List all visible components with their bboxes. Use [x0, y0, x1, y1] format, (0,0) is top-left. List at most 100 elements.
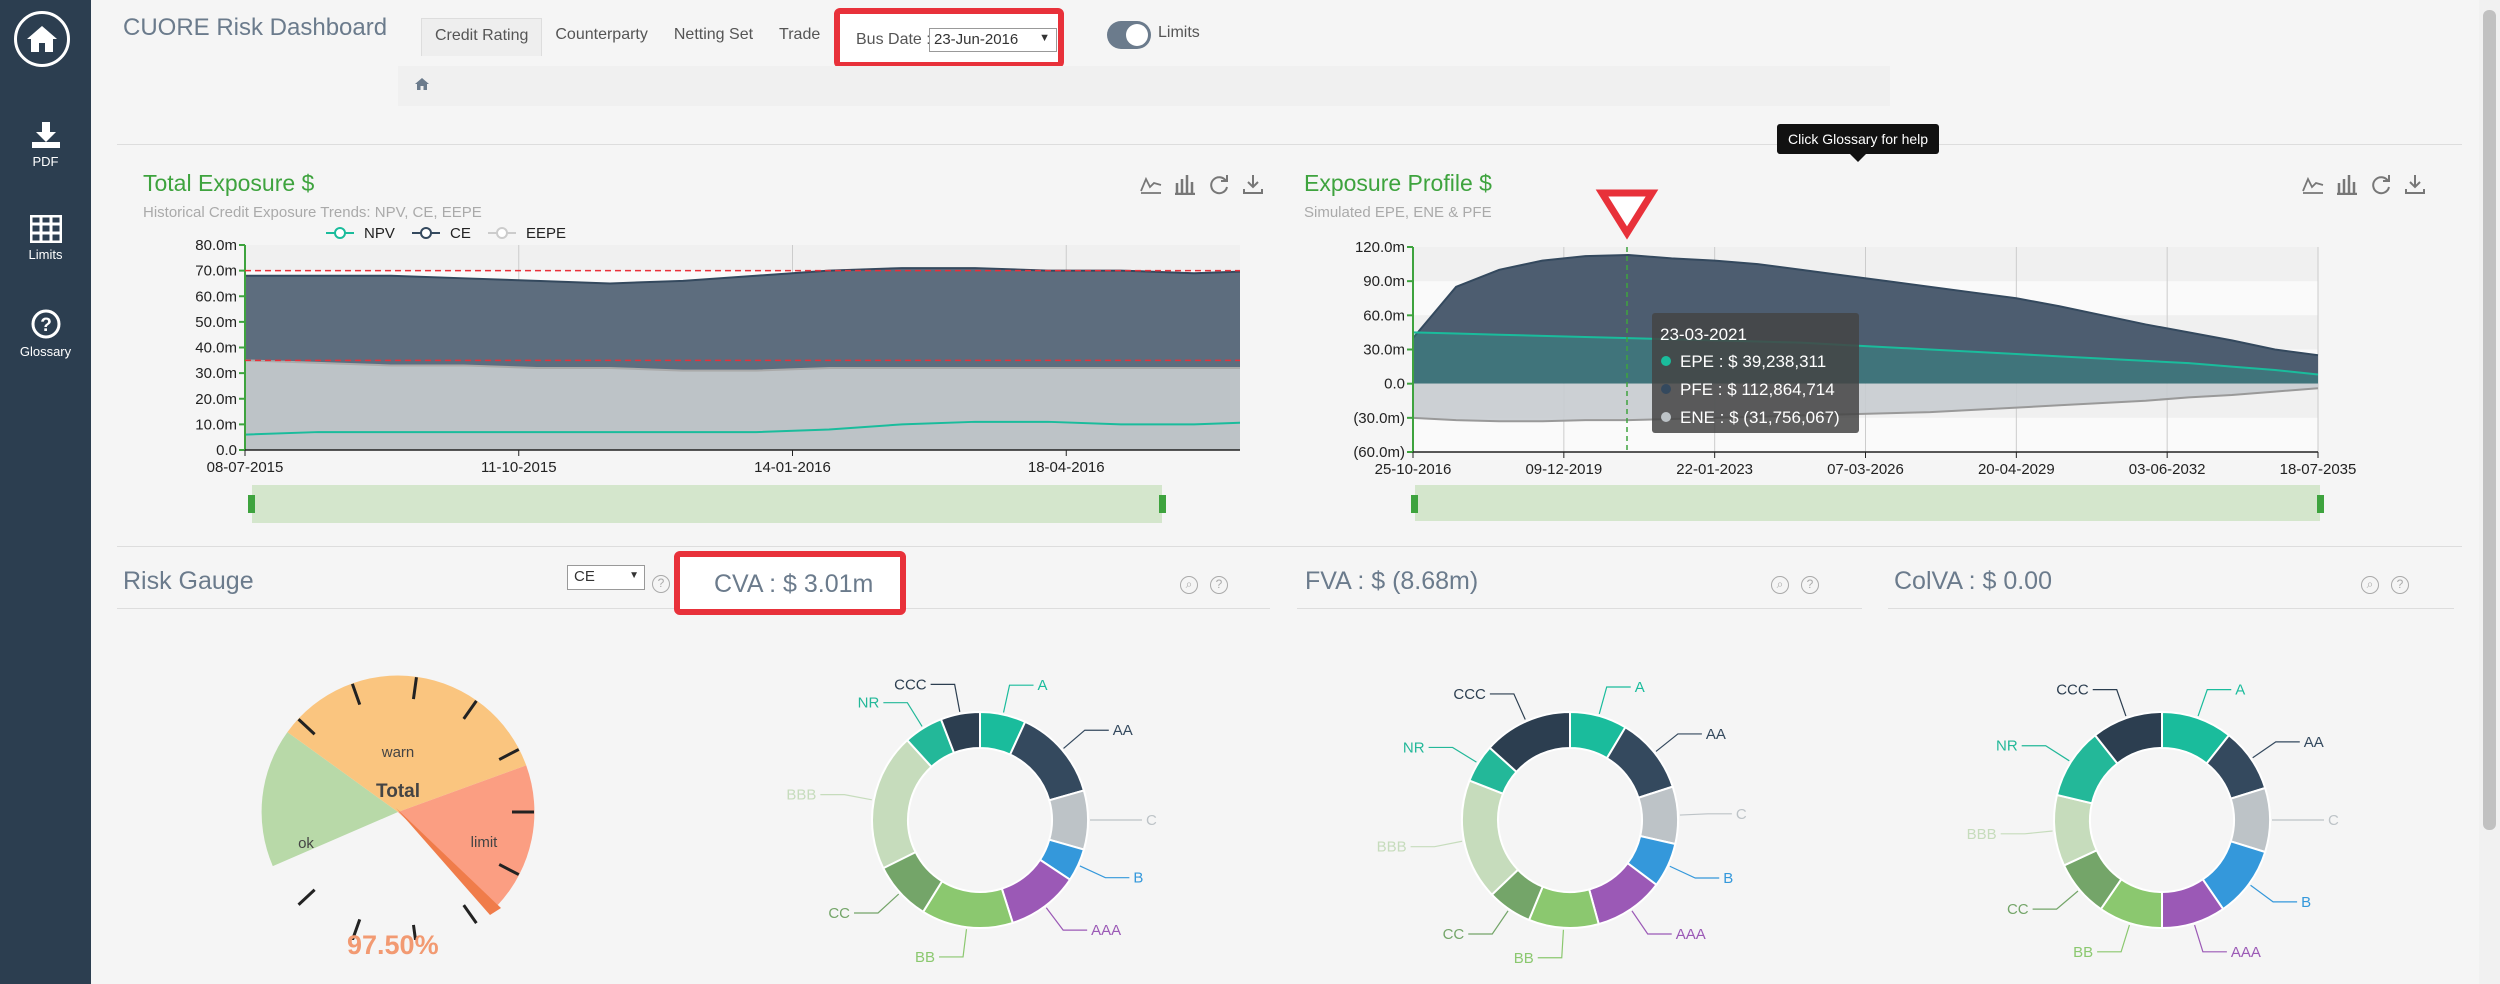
donut-label-c: C — [2328, 812, 2339, 829]
series-line-epe — [1412, 331, 2319, 376]
tab-netting-set[interactable]: Netting Set — [673, 26, 754, 43]
line-chart-icon[interactable] — [2302, 173, 2324, 195]
navigator-handle-left[interactable] — [1411, 495, 1418, 513]
refresh-icon[interactable] — [2370, 173, 2392, 195]
download-icon[interactable] — [1242, 173, 1264, 195]
series-area-ene — [1413, 383, 2318, 422]
toggle-knob — [1126, 24, 1148, 46]
donut-label-aaa: AAA — [2231, 944, 2261, 961]
legend-item-ce[interactable]: CE — [412, 225, 471, 242]
range-navigator[interactable] — [252, 485, 1162, 523]
x-tick-label: 22-01-2023 — [1676, 461, 1753, 478]
donut-leader-line — [1063, 729, 1109, 749]
bar-chart-icon[interactable] — [1174, 173, 1196, 196]
x-tick-label: 20-04-2029 — [1978, 461, 2055, 478]
donut-leader-line — [1679, 813, 1732, 816]
donut-slice-c[interactable] — [1637, 785, 1679, 846]
gauge-measure-select[interactable]: CE ▼ — [567, 565, 645, 590]
page-title: CUORE Risk Dashboard — [123, 14, 388, 41]
legend-item-eepe[interactable]: EEPE — [488, 225, 566, 242]
donut-slice-bbb[interactable] — [871, 738, 933, 870]
y-tick-label: 10.0m — [195, 416, 237, 433]
donut-leader-line — [2194, 924, 2227, 953]
donut-slice-ccc[interactable] — [2093, 710, 2163, 765]
zoom-icon[interactable]: ⌕ — [2361, 576, 2379, 594]
donut-slice-bbb[interactable] — [1461, 779, 1520, 897]
line-chart-icon[interactable] — [1140, 173, 1162, 195]
donut-leader-line — [1079, 865, 1130, 879]
tooltip-dot — [1661, 384, 1671, 394]
donut-leader-line — [2092, 689, 2127, 717]
refresh-icon[interactable] — [1208, 173, 1230, 195]
bus-date-label: Bus Date : — [856, 31, 931, 48]
donut-leader-line — [930, 683, 961, 712]
x-tick-label: 14-01-2016 — [754, 459, 831, 476]
donut-label-bb: BB — [2073, 944, 2093, 961]
breadcrumb-home-icon[interactable] — [414, 77, 430, 96]
donut-leader-line — [1655, 733, 1702, 752]
risk-gauge-title: Risk Gauge — [123, 567, 254, 595]
bar-chart-icon[interactable] — [2336, 173, 2358, 196]
donut-leader-line — [1598, 686, 1631, 715]
table-icon — [29, 215, 62, 243]
donut-leader-line — [1468, 910, 1509, 935]
y-tick-label: (60.0m) — [1353, 444, 1405, 461]
donut-leader-line — [939, 929, 968, 958]
legend-item-npv[interactable]: NPV — [326, 225, 395, 242]
legend-label-ce: CE — [450, 225, 471, 242]
donut-label-a: A — [2235, 682, 2245, 699]
chevron-down-icon: ▼ — [1039, 32, 1050, 44]
x-tick-label: 25-10-2016 — [1375, 461, 1452, 478]
sidebar-item-pdf[interactable]: PDF — [0, 120, 91, 169]
page-scrollbar[interactable] — [2479, 0, 2500, 984]
y-tick-label: 40.0m — [195, 340, 237, 357]
donut-slice-ccc[interactable] — [939, 710, 981, 755]
exposure-profile-tools — [2302, 173, 2426, 196]
divider — [1297, 608, 1862, 609]
y-tick-label: 0.0 — [1384, 376, 1405, 393]
help-icon[interactable]: ? — [1801, 576, 1819, 594]
y-tick-label: 20.0m — [195, 391, 237, 408]
navigator-handle-right[interactable] — [1159, 495, 1166, 513]
donut-slice-ccc[interactable] — [1488, 710, 1571, 774]
x-tick-label: 03-06-2032 — [2129, 461, 2206, 478]
help-icon[interactable]: ? — [2391, 576, 2409, 594]
x-tick-label: 08-07-2015 — [207, 459, 284, 476]
donut-leader-line — [854, 893, 900, 914]
divider — [117, 144, 2462, 145]
tooltip-dot — [1661, 356, 1671, 366]
sidebar-item-glossary[interactable]: ? Glossary — [0, 308, 91, 359]
zoom-icon[interactable]: ⌕ — [1771, 576, 1789, 594]
range-navigator[interactable] — [1415, 485, 2320, 521]
donut-leader-line — [2252, 741, 2300, 759]
sidebar-item-label: Glossary — [19, 344, 72, 359]
gauge-zone-label-ok: ok — [298, 835, 314, 852]
sidebar-item-limits[interactable]: Limits — [0, 215, 91, 262]
scrollbar-thumb[interactable] — [2483, 10, 2496, 830]
donut-label-bbb: BBB — [1377, 839, 1407, 856]
donut-label-bb: BB — [1514, 950, 1534, 967]
tab-trade[interactable]: Trade — [779, 26, 821, 43]
chart-tooltip — [1652, 313, 1859, 433]
gauge-zone-limit — [398, 765, 535, 905]
donut-label-c: C — [1146, 812, 1157, 829]
tab-counterparty[interactable]: Counterparty — [555, 26, 648, 43]
donut-label-bb: BB — [915, 949, 935, 966]
sidebar: PDF Limits ? Glossary — [0, 0, 91, 984]
tab-credit-rating[interactable]: Credit Rating — [421, 18, 543, 56]
navigator-handle-left[interactable] — [248, 495, 255, 513]
home-button[interactable] — [14, 11, 70, 67]
donut-label-nr: NR — [858, 695, 880, 712]
download-icon[interactable] — [2404, 173, 2426, 195]
bus-date-select[interactable]: 23-Jun-2016 ▼ — [929, 28, 1057, 52]
donut-leader-line — [2097, 924, 2130, 953]
navigator-handle-right[interactable] — [2317, 495, 2324, 513]
limits-toggle[interactable] — [1107, 21, 1151, 49]
zoom-icon[interactable]: ⌕ — [1180, 576, 1198, 594]
donut-slice-aa[interactable] — [1008, 720, 1086, 802]
help-icon[interactable]: ? — [652, 575, 670, 593]
fva-label: FVA : $ (8.68m) — [1305, 567, 1479, 595]
plot-band — [245, 245, 1240, 271]
help-icon[interactable]: ? — [1210, 576, 1228, 594]
donut-label-c: C — [1736, 806, 1747, 823]
